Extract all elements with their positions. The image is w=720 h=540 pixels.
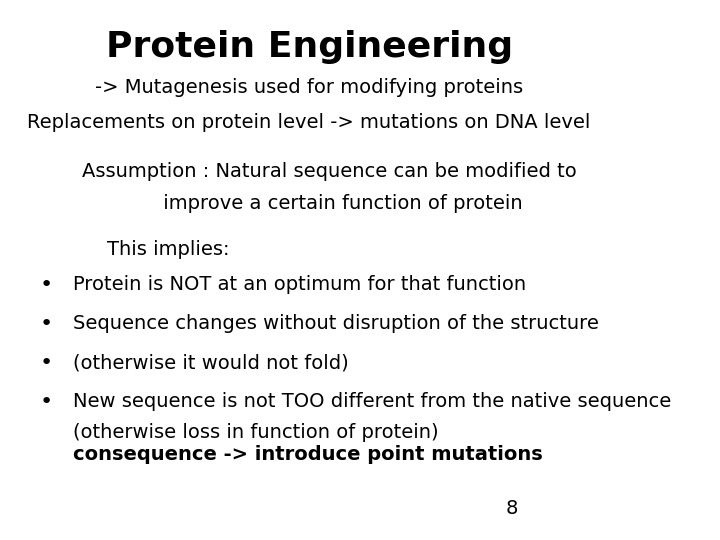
Text: (otherwise loss in function of protein): (otherwise loss in function of protein): [73, 423, 438, 442]
Text: New sequence is not TOO different from the native sequence: New sequence is not TOO different from t…: [73, 392, 672, 411]
Text: •: •: [40, 314, 53, 334]
Text: This implies:: This implies:: [82, 240, 230, 259]
Text: Replacements on protein level -> mutations on DNA level: Replacements on protein level -> mutatio…: [27, 113, 591, 132]
Text: -> Mutagenesis used for modifying proteins: -> Mutagenesis used for modifying protei…: [95, 78, 523, 97]
Text: 8: 8: [505, 500, 518, 518]
Text: •: •: [40, 353, 53, 373]
Text: Protein Engineering: Protein Engineering: [106, 30, 513, 64]
Text: (otherwise it would not fold): (otherwise it would not fold): [73, 353, 349, 372]
Text: •: •: [40, 392, 53, 412]
Text: consequence -> introduce point mutations: consequence -> introduce point mutations: [73, 446, 543, 464]
Text: •: •: [40, 275, 53, 295]
Text: improve a certain function of protein: improve a certain function of protein: [82, 194, 523, 213]
Text: Sequence changes without disruption of the structure: Sequence changes without disruption of t…: [73, 314, 599, 333]
Text: Protein is NOT at an optimum for that function: Protein is NOT at an optimum for that fu…: [73, 275, 526, 294]
Text: Assumption : Natural sequence can be modified to: Assumption : Natural sequence can be mod…: [82, 162, 577, 181]
